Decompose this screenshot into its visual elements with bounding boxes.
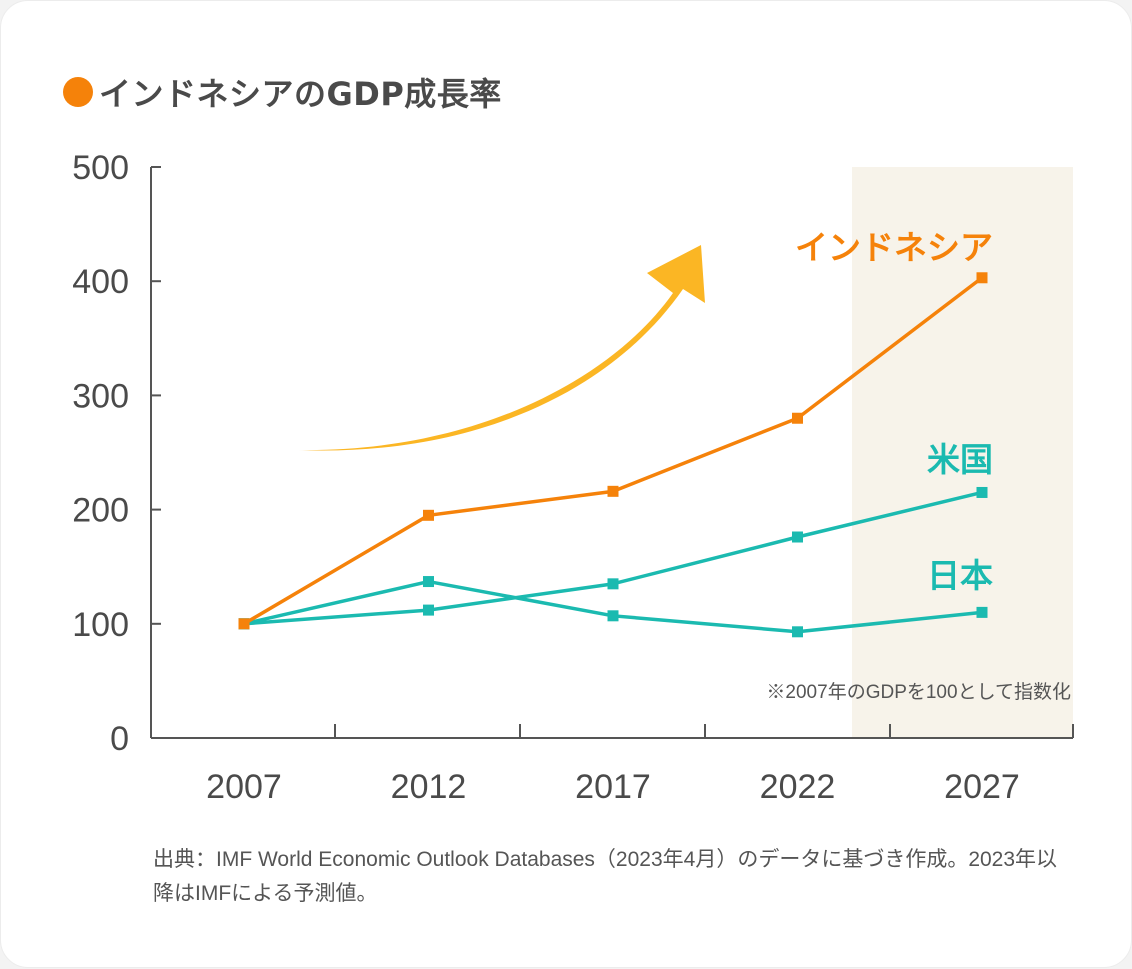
x-tick-label: 2012 [391,768,467,806]
data-point [607,578,619,590]
data-point [792,412,803,424]
data-point [607,485,619,497]
data-point [423,576,434,588]
data-point [238,618,250,630]
data-point [792,626,803,638]
index-annotation: ※2007年のGDPを100として指数化 [766,681,1071,703]
x-tick-label: 2017 [575,768,651,806]
y-tick-label: 400 [72,263,129,301]
data-point [976,486,988,498]
forecast-region [852,167,1073,738]
data-point [792,531,803,543]
data-point [607,610,619,622]
series-label: インドネシア [795,228,993,267]
x-tick-label: 2022 [760,768,836,806]
data-point [423,604,434,616]
data-point [423,509,434,521]
y-tick-label: 300 [72,377,129,415]
chart-title-text: インドネシアのGDP成長率 [99,75,502,113]
y-tick-label: 100 [72,606,129,644]
x-tick-label: 2027 [944,768,1020,806]
chart-title: インドネシアのGDP成長率 [63,69,502,115]
source-note: 出典：IMF World Economic Outlook Databases（… [153,848,1058,905]
series-label: 日本 [927,556,993,595]
series-label: 米国 [927,440,993,479]
y-tick-label: 500 [72,149,129,187]
growth-arrow-icon [297,245,705,451]
title-bullet-icon [63,77,93,107]
data-point [976,606,988,618]
y-tick-label: 0 [110,720,129,758]
x-tick-label: 2007 [206,768,282,806]
data-point [976,272,988,284]
y-tick-label: 200 [72,492,129,530]
